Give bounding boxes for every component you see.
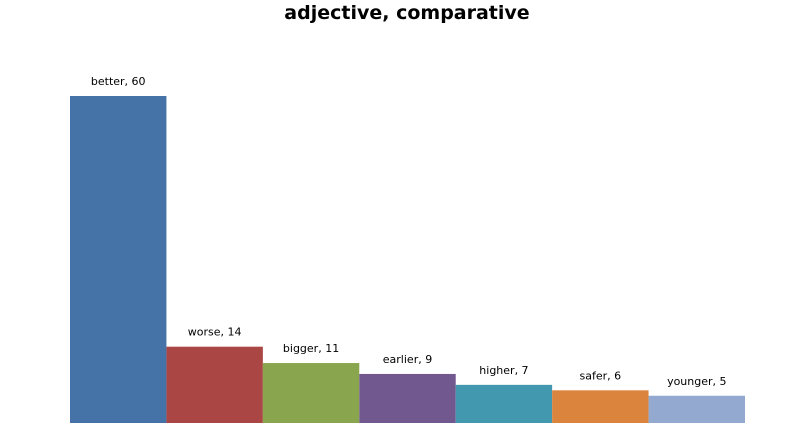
- data-label-younger: younger, 5: [667, 375, 726, 388]
- data-label-safer: safer, 6: [580, 369, 622, 382]
- data-labels-group: better, 60 worse, 14 bigger, 11 earlier, 9 h…: [91, 75, 727, 388]
- data-label-bigger: bigger, 11: [283, 342, 339, 355]
- bar-earlier: [359, 373, 456, 423]
- bar-higher: [455, 384, 553, 423]
- bar-better: [70, 96, 167, 423]
- data-label-worse: worse, 14: [188, 326, 242, 339]
- bar-younger: [648, 395, 745, 423]
- data-label-earlier: earlier, 9: [383, 353, 432, 366]
- bar-bigger: [262, 363, 360, 423]
- chart-title: adjective, comparative: [284, 2, 529, 24]
- data-label-higher: higher, 7: [479, 364, 528, 377]
- data-label-better: better, 60: [91, 75, 146, 88]
- bars-group: [70, 96, 745, 423]
- bar-worse: [166, 346, 263, 423]
- bar-safer: [552, 390, 649, 423]
